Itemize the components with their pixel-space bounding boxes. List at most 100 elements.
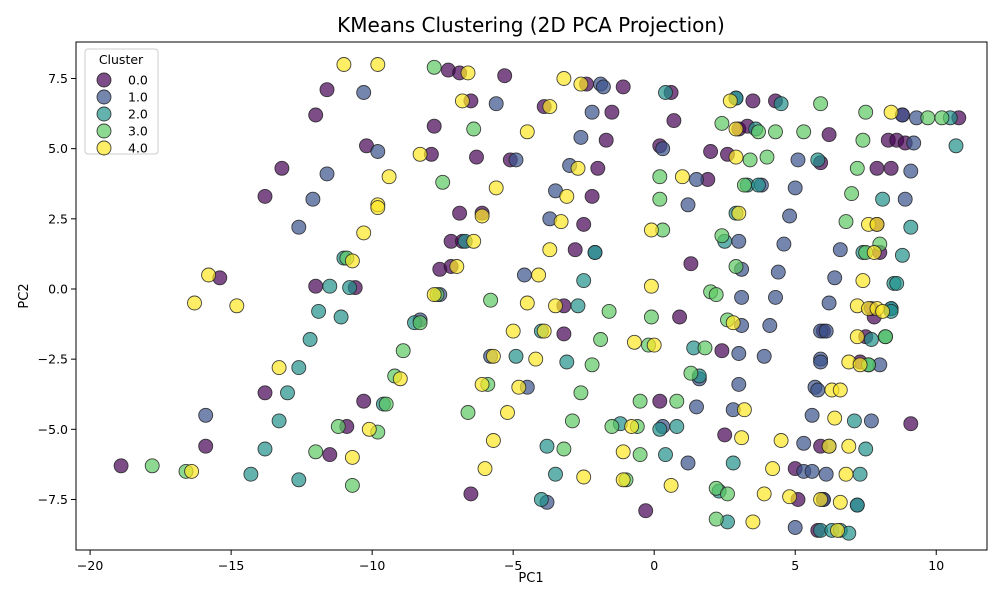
data-point-cluster-2.0-55 <box>889 275 905 291</box>
legend-entries: 0.0 1.0 2.0 3.0 4.0 <box>96 73 148 156</box>
data-point-cluster-2.0-27 <box>658 85 673 100</box>
data-point-cluster-3.0-35 <box>683 365 699 381</box>
data-point-cluster-1.0-8 <box>488 96 504 112</box>
data-point-cluster-4.0-21 <box>474 376 490 392</box>
data-point-cluster-0.0-9 <box>322 447 338 463</box>
data-point-cluster-4.0-6 <box>344 253 360 269</box>
data-point-cluster-0.0-5 <box>274 160 290 176</box>
data-point-cluster-1.0-66 <box>897 191 913 207</box>
data-point-cluster-3.0-18 <box>556 441 572 457</box>
data-point-cluster-4.0-13 <box>344 449 360 465</box>
data-point-cluster-2.0-10 <box>342 280 358 296</box>
x-tick-label: −15 <box>218 558 244 573</box>
data-point-cluster-4.0-22 <box>474 208 490 224</box>
data-point-cluster-4.0-54 <box>728 121 744 137</box>
data-point-cluster-2.0-11 <box>333 309 349 325</box>
data-point-cluster-4.0-23 <box>477 461 493 477</box>
data-point-cluster-4.0-29 <box>511 379 527 395</box>
data-point-cluster-0.0-76 <box>903 416 919 432</box>
data-point-cluster-0.0-33 <box>576 216 592 232</box>
data-point-cluster-2.0-7 <box>311 303 327 319</box>
data-point-cluster-2.0-46 <box>849 497 865 513</box>
data-point-cluster-0.0-49 <box>714 343 730 359</box>
data-point-cluster-4.0-7 <box>356 225 372 241</box>
data-point-cluster-4.0-74 <box>849 329 865 345</box>
data-point-cluster-1.0-67 <box>903 163 919 179</box>
data-point-cluster-2.0-17 <box>533 492 549 507</box>
data-point-cluster-1.0-30 <box>731 233 747 249</box>
legend-label-3.0: 3.0 <box>128 124 148 139</box>
data-point-cluster-2.0-25 <box>652 421 668 437</box>
data-point-cluster-0.0-25 <box>469 149 484 165</box>
y-tick-label: −7.5 <box>38 492 68 507</box>
data-point-cluster-0.0-44 <box>666 113 682 129</box>
legend-label-4.0: 4.0 <box>128 141 148 156</box>
data-point-cluster-1.0-3 <box>319 166 335 182</box>
data-point-cluster-4.0-14 <box>392 371 408 387</box>
data-point-cluster-2.0-18 <box>539 438 555 454</box>
data-point-cluster-0.0-3 <box>257 188 273 204</box>
data-point-cluster-1.0-48 <box>804 407 820 423</box>
data-point-cluster-1.0-42 <box>782 208 798 224</box>
data-point-cluster-4.0-43 <box>576 469 592 485</box>
data-point-cluster-4.0-47 <box>626 334 642 350</box>
data-point-cluster-2.0-22 <box>576 273 592 289</box>
data-point-cluster-3.0-41 <box>720 486 735 502</box>
data-point-cluster-4.0-15 <box>412 146 428 162</box>
data-point-cluster-4.0-40 <box>559 188 575 204</box>
data-point-cluster-3.0-48 <box>751 124 766 140</box>
data-point-cluster-2.0-47 <box>852 466 868 482</box>
data-point-cluster-3.0-15 <box>466 121 482 137</box>
data-point-cluster-1.0-57 <box>818 466 834 482</box>
data-point-cluster-2.0-34 <box>725 455 741 471</box>
data-point-cluster-4.0-12 <box>361 421 377 437</box>
data-point-cluster-0.0-48 <box>703 144 719 159</box>
data-point-cluster-1.0-39 <box>768 289 783 305</box>
y-tick-label: 2.5 <box>48 211 68 226</box>
data-point-cluster-2.0-49 <box>846 413 862 429</box>
data-point-cluster-1.0-45 <box>790 152 806 168</box>
data-point-cluster-3.0-32 <box>652 169 668 185</box>
data-point-cluster-2.0-57 <box>903 219 919 235</box>
data-point-cluster-3.0-50 <box>768 124 783 140</box>
data-point-cluster-4.0-42 <box>573 76 589 92</box>
data-point-cluster-0.0-38 <box>615 79 631 95</box>
x-tick-label: 0 <box>650 558 658 573</box>
data-point-cluster-4.0-10 <box>370 200 386 216</box>
data-point-cluster-2.0-41 <box>810 152 826 168</box>
y-tick-label: 5.0 <box>48 141 68 156</box>
legend-marker-3.0 <box>96 123 112 139</box>
data-point-cluster-1.0-23 <box>680 455 696 471</box>
data-point-cluster-3.0-13 <box>435 174 451 190</box>
data-point-cluster-0.0-21 <box>452 205 468 221</box>
data-point-cluster-2.0-3 <box>280 385 295 401</box>
data-point-cluster-4.0-45 <box>615 444 631 460</box>
data-point-cluster-3.0-34 <box>669 393 685 409</box>
data-point-cluster-1.0-11 <box>516 267 532 283</box>
data-point-cluster-3.0-31 <box>652 191 668 207</box>
y-tick-label: 7.5 <box>48 71 68 86</box>
data-point-cluster-3.0-55 <box>849 160 865 176</box>
data-point-cluster-3.0-36 <box>697 340 713 356</box>
data-point-cluster-3.0-38 <box>708 287 724 303</box>
data-point-cluster-3.0-2 <box>308 444 324 460</box>
x-tick-label: 5 <box>791 558 799 573</box>
data-point-cluster-1.0-53 <box>813 354 829 370</box>
data-point-cluster-4.0-63 <box>782 489 798 505</box>
data-point-cluster-3.0-63 <box>934 110 950 126</box>
data-point-cluster-1.0-26 <box>689 399 704 415</box>
data-point-cluster-0.0-24 <box>463 486 479 502</box>
data-point-cluster-3.0-17 <box>483 292 499 308</box>
data-point-cluster-1.0-24 <box>680 197 696 213</box>
data-point-cluster-4.0-5 <box>336 57 352 72</box>
data-point-cluster-4.0-11 <box>381 169 397 185</box>
data-point-cluster-2.0-20 <box>559 354 575 370</box>
data-point-cluster-1.0-43 <box>787 180 803 196</box>
data-point-cluster-1.0-32 <box>731 346 747 361</box>
data-point-cluster-2.0-26 <box>658 447 673 463</box>
data-point-cluster-3.0-24 <box>604 419 620 434</box>
data-point-cluster-0.0-45 <box>672 309 688 325</box>
data-point-cluster-0.0-7 <box>308 278 324 294</box>
data-point-cluster-3.0-3 <box>330 419 346 434</box>
legend-title: Cluster <box>99 52 144 67</box>
